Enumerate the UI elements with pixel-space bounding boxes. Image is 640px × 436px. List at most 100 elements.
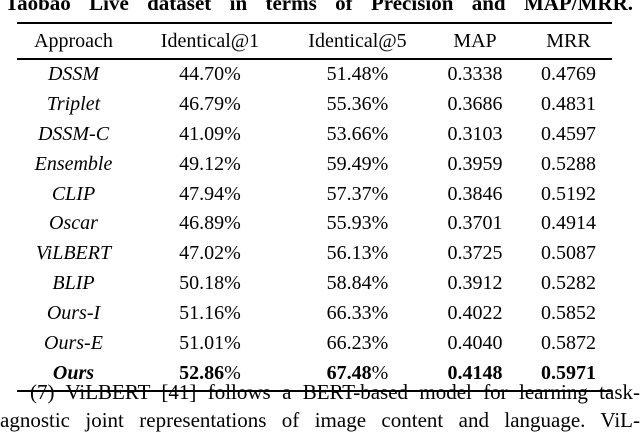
percent-sign: % — [224, 152, 241, 175]
table-body: DSSM 44.70% 51.48% 0.3338 0.4769 Triplet 46.79… — [17, 60, 612, 389]
cell-value: 0.4914 — [541, 212, 596, 235]
cell-value: 41.09 — [179, 122, 225, 145]
table-row: CLIP 47.94% 57.37% 0.3846 0.5192 — [17, 179, 612, 209]
cell-map: 0.4148 — [425, 362, 525, 385]
cell-approach: Triplet — [17, 93, 130, 116]
percent-sign: % — [224, 331, 241, 354]
cell-value: 55.36 — [326, 92, 372, 115]
cell-approach: Oscar — [17, 212, 130, 235]
cell-mrr: 0.4831 — [525, 93, 612, 116]
cell-mrr: 0.5282 — [525, 272, 612, 295]
cell-identical5: 66.33% — [290, 302, 425, 325]
cell-value: 51.01 — [179, 331, 225, 354]
cell-value: 0.5971 — [541, 361, 596, 384]
column-header-mrr: MRR — [546, 29, 591, 52]
cell-mrr: 0.5852 — [525, 302, 612, 325]
cell-value: 0.4040 — [447, 331, 503, 354]
percent-sign: % — [224, 182, 241, 205]
cell-identical1: 44.70% — [130, 63, 290, 86]
percent-sign: % — [224, 122, 241, 145]
cell-map: 0.4022 — [425, 302, 525, 325]
cell-value: 56.13 — [326, 242, 372, 265]
table-midrule — [17, 58, 612, 60]
cell-value: 0.5282 — [541, 272, 596, 295]
table-row: Ours 52.86% 67.48% 0.4148 0.5971 — [17, 358, 612, 388]
cell-value: 50.18 — [179, 272, 225, 295]
cell-value: 0.5192 — [541, 182, 596, 205]
cell-identical1: 49.12% — [130, 153, 290, 176]
cell-identical5: 55.36% — [290, 93, 425, 116]
cell-map: 0.3912 — [425, 272, 525, 295]
table-header-row: Approach Identical@1 Identical@5 MAP MRR — [17, 24, 612, 58]
cell-value: 0.3959 — [447, 152, 503, 175]
percent-sign: % — [224, 62, 241, 85]
cell-value: 0.3338 — [447, 62, 503, 85]
cell-value: 0.4597 — [541, 122, 596, 145]
cell-value: 0.5872 — [541, 331, 596, 354]
cell-value: 0.3725 — [447, 242, 503, 265]
cell-value: BLIP — [52, 272, 95, 295]
cell-value: DSSM-C — [37, 122, 110, 145]
table-row: Ensemble 49.12% 59.49% 0.3959 0.5288 — [17, 149, 612, 179]
cell-value: 55.93 — [326, 212, 372, 235]
percent-sign: % — [224, 361, 241, 384]
percent-sign: % — [371, 302, 389, 325]
cell-value: Oscar — [49, 212, 98, 235]
cell-value: Triplet — [46, 92, 101, 115]
cell-value: 0.3686 — [447, 92, 503, 115]
cell-approach: DSSM — [17, 63, 130, 86]
cell-value: 47.94 — [179, 182, 225, 205]
table-row: DSSM-C 41.09% 53.66% 0.3103 0.4597 — [17, 119, 612, 149]
column-header-approach: Approach — [34, 29, 113, 52]
cell-identical5: 59.49% — [290, 153, 425, 176]
percent-sign: % — [371, 272, 389, 295]
cell-identical1: 46.89% — [130, 212, 290, 235]
cell-value: 58.84 — [326, 272, 372, 295]
column-header-map: MAP — [453, 29, 497, 52]
cell-value: Ours-E — [44, 331, 103, 354]
cell-mrr: 0.4769 — [525, 63, 612, 86]
cell-value: 47.02 — [179, 242, 225, 265]
cell-approach: DSSM-C — [17, 123, 130, 146]
table-row: DSSM 44.70% 51.48% 0.3338 0.4769 — [17, 60, 612, 90]
cell-value: 46.89 — [179, 212, 225, 235]
cell-value: ViLBERT — [35, 242, 112, 265]
cell-identical5: 51.48% — [290, 63, 425, 86]
percent-sign: % — [371, 361, 389, 384]
cell-identical5: 56.13% — [290, 242, 425, 265]
cell-identical1: 46.79% — [130, 93, 290, 116]
cell-approach: Ours-I — [17, 302, 130, 325]
table-row: BLIP 50.18% 58.84% 0.3912 0.5282 — [17, 269, 612, 299]
cell-identical5: 57.37% — [290, 183, 425, 206]
cell-value: 0.3103 — [447, 122, 503, 145]
cell-value: 49.12 — [179, 152, 225, 175]
cell-mrr: 0.4914 — [525, 212, 612, 235]
cell-value: 57.37 — [326, 182, 372, 205]
column-header-identical5: Identical@5 — [308, 29, 407, 52]
cell-map: 0.3686 — [425, 93, 525, 116]
cell-identical5: 55.93% — [290, 212, 425, 235]
table-caption: Taobao Live dataset in terms of Precisio… — [5, 0, 633, 15]
cell-identical5: 58.84% — [290, 272, 425, 295]
cell-identical1: 47.94% — [130, 183, 290, 206]
cell-identical1: 51.01% — [130, 332, 290, 355]
cell-value: 0.5852 — [541, 302, 596, 325]
cell-value: DSSM — [47, 62, 100, 85]
percent-sign: % — [371, 62, 389, 85]
cell-map: 0.3103 — [425, 123, 525, 146]
cell-approach: Ours-E — [17, 332, 130, 355]
percent-sign: % — [224, 92, 241, 115]
percent-sign: % — [224, 302, 241, 325]
table-bottomrule — [17, 390, 612, 392]
table-row: Oscar 46.89% 55.93% 0.3701 0.4914 — [17, 209, 612, 239]
percent-sign: % — [371, 331, 389, 354]
table-row: ViLBERT 47.02% 56.13% 0.3725 0.5087 — [17, 239, 612, 269]
table-row: Ours-E 51.01% 66.23% 0.4040 0.5872 — [17, 329, 612, 359]
cell-value: 46.79 — [179, 92, 225, 115]
cell-value: Ours-I — [46, 302, 101, 325]
cell-value: 0.5087 — [541, 242, 596, 265]
cell-value: 0.4831 — [541, 92, 596, 115]
percent-sign: % — [371, 212, 389, 235]
cell-value: 66.23 — [326, 331, 372, 354]
